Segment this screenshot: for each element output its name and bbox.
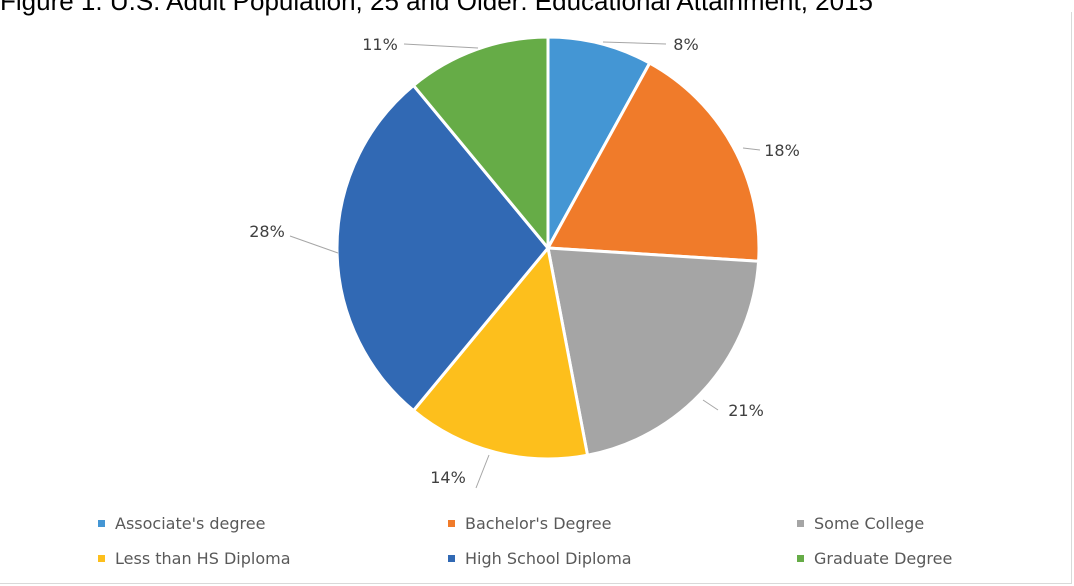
leader-line — [289, 235, 339, 254]
data-label: 28% — [249, 222, 285, 241]
chart-title: Figure 1. U.S. Adult Population, 25 and … — [0, 0, 874, 16]
data-label: 14% — [430, 468, 466, 487]
pie-slice-graduate-degree — [411, 35, 550, 253]
leader-line — [403, 43, 479, 49]
chart-frame — [0, 12, 1072, 584]
pie-slice-bachelor-s-degree — [545, 61, 761, 263]
pie-slice-some-college — [546, 246, 761, 458]
data-label: 18% — [764, 141, 800, 160]
data-label: 11% — [362, 35, 398, 54]
data-label: 8% — [673, 35, 698, 54]
pie-slice-associate-s-degree — [546, 35, 652, 249]
leader-line — [602, 41, 667, 45]
pie-slice-high-school-diploma — [335, 83, 550, 413]
pie-slice-less-than-hs-diploma — [411, 244, 590, 461]
leader-line — [742, 147, 761, 151]
leader-line — [702, 399, 719, 411]
data-label: 21% — [728, 401, 764, 420]
leader-line — [475, 454, 490, 489]
